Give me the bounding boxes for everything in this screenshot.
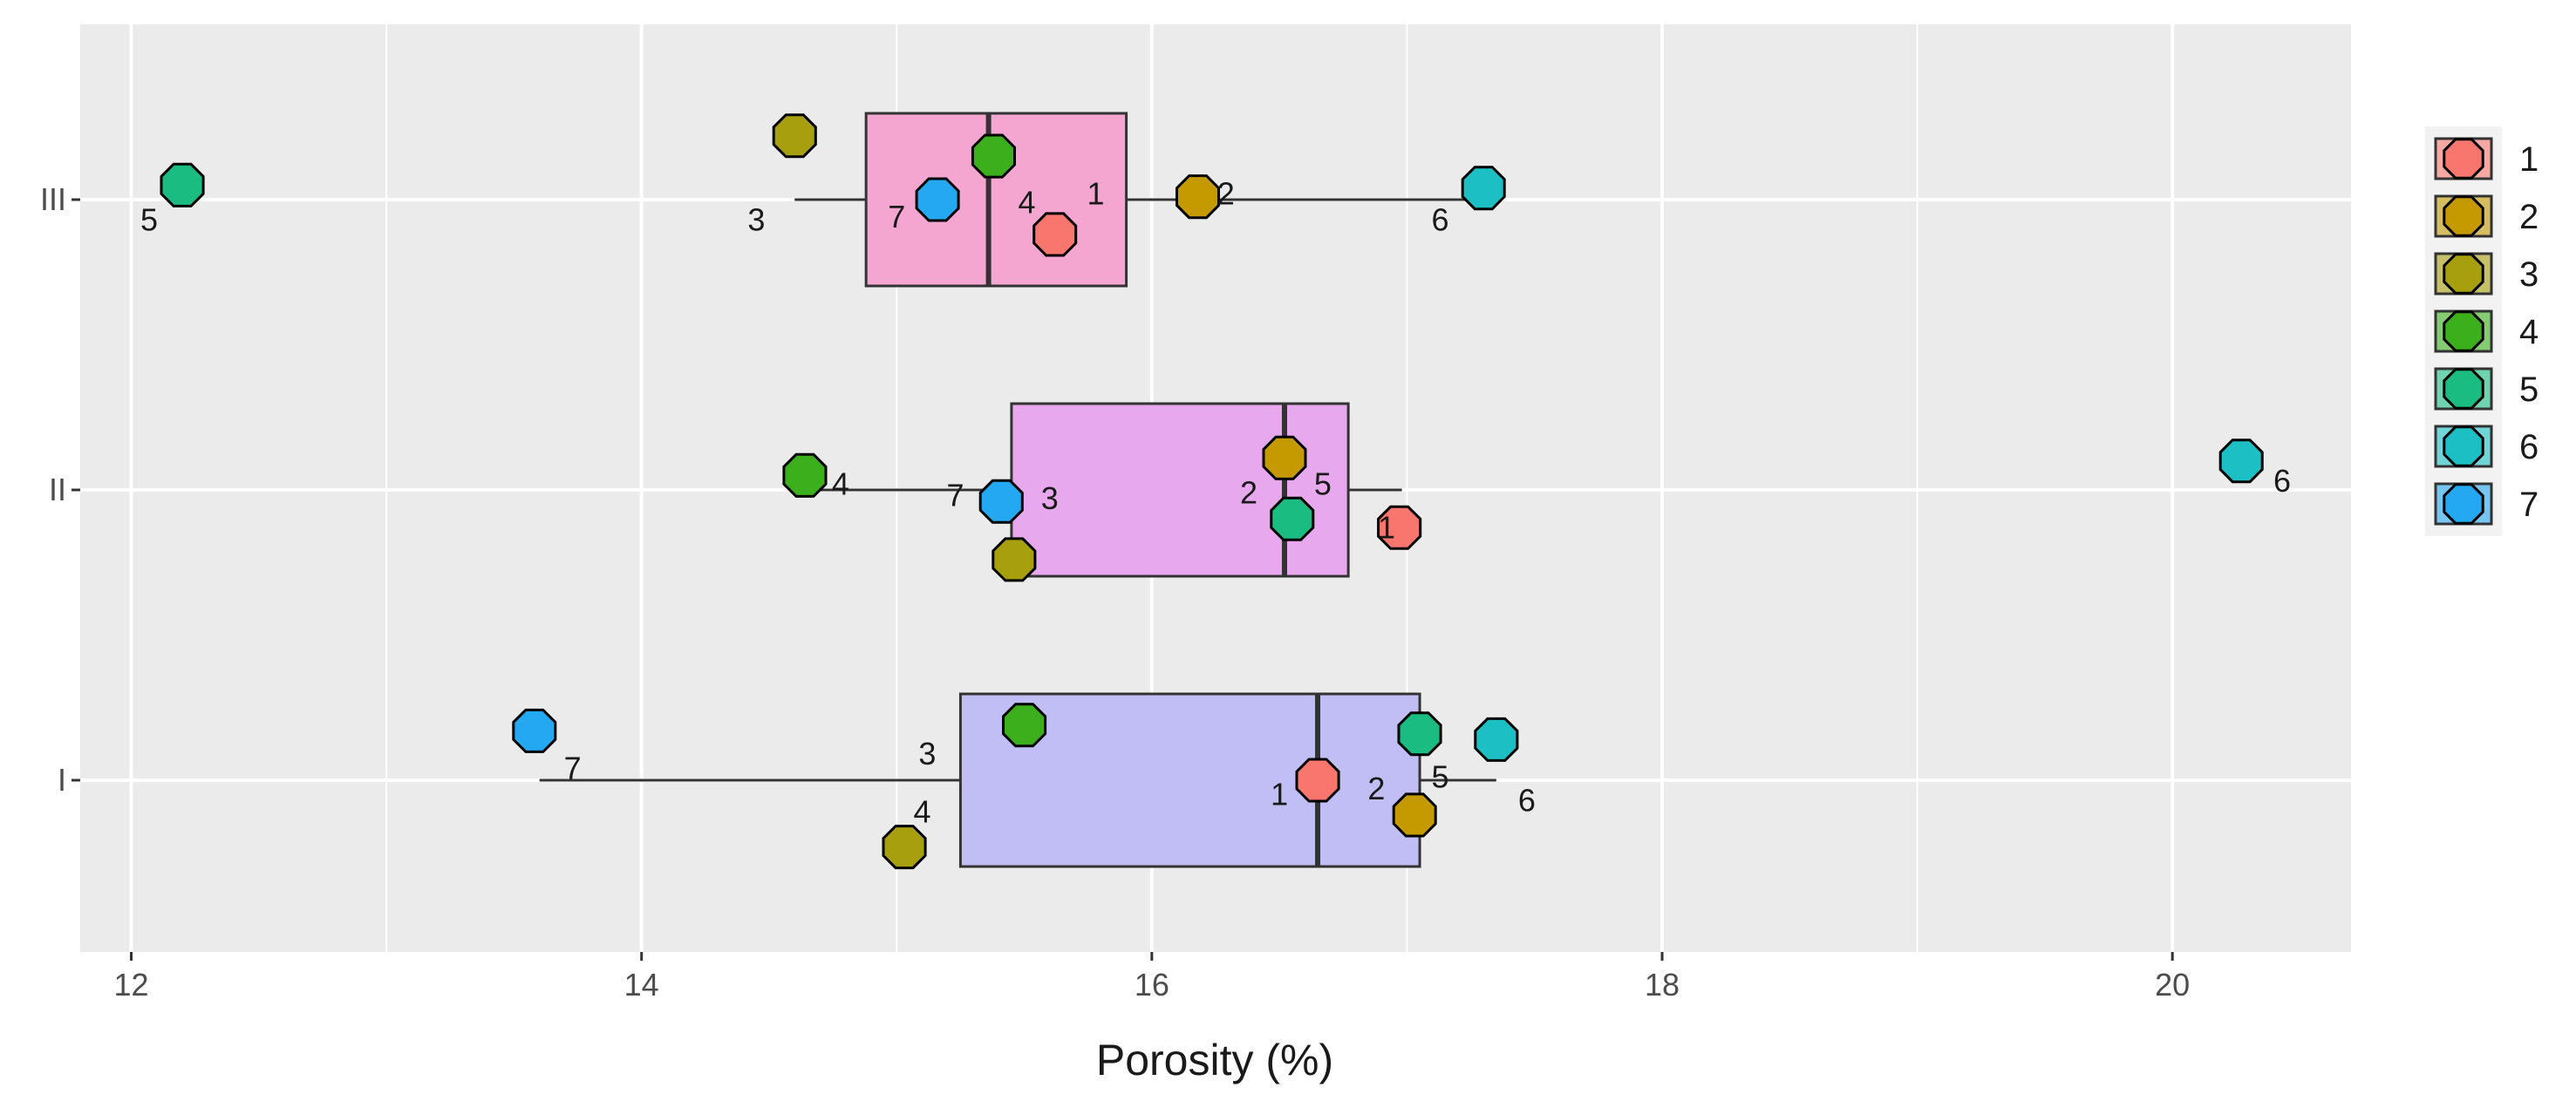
point-label-III-6: 6 bbox=[1431, 201, 1448, 237]
point-group-I-series-7 bbox=[512, 708, 557, 753]
y-tick-label: I bbox=[58, 762, 66, 798]
x-tick-label: 12 bbox=[113, 967, 148, 1003]
point-group-II-series-1 bbox=[1377, 505, 1422, 550]
point-group-III-series-5 bbox=[160, 162, 205, 207]
point-group-III-series-2 bbox=[1176, 174, 1220, 220]
legend: 1 2 3 4 5 6 7 bbox=[2425, 126, 2539, 536]
box-II bbox=[1010, 402, 1350, 578]
x-tick-label: 18 bbox=[1645, 967, 1680, 1003]
point-group-I-series-2 bbox=[1392, 792, 1437, 838]
point-labels-layer: 1 2 3 4 5 6 7 1 2 3 4 5 6 7 1 2 3 4 5 6 7 bbox=[140, 175, 2291, 829]
point-group-I-series-6 bbox=[1474, 717, 1519, 762]
point-label-II-2: 2 bbox=[1240, 474, 1257, 510]
point-label-I-2: 2 bbox=[1367, 771, 1385, 806]
point-label-III-7: 7 bbox=[888, 199, 905, 235]
point-label-II-7: 7 bbox=[947, 478, 964, 513]
point-group-III-series-6 bbox=[1461, 166, 1506, 211]
point-label-III-3: 3 bbox=[747, 201, 765, 237]
x-axis-title: Porosity (%) bbox=[1096, 1036, 1333, 1084]
legend-key-point-1 bbox=[2443, 138, 2484, 180]
point-label-II-6: 6 bbox=[2273, 463, 2291, 499]
point-label-I-7: 7 bbox=[564, 751, 582, 786]
point-label-II-5: 5 bbox=[1314, 466, 1332, 501]
legend-key-point-3 bbox=[2443, 253, 2484, 295]
legend-label-7: 7 bbox=[2519, 486, 2539, 524]
legend-label-1: 1 bbox=[2519, 140, 2539, 179]
legend-key-point-7 bbox=[2443, 483, 2484, 525]
y-tick-label: III bbox=[40, 181, 66, 217]
point-group-I-series-5 bbox=[1397, 711, 1442, 757]
legend-label-2: 2 bbox=[2519, 198, 2539, 236]
point-label-I-5: 5 bbox=[1431, 759, 1448, 795]
x-tick-label: 20 bbox=[2155, 967, 2190, 1003]
point-group-III-series-3 bbox=[772, 113, 817, 159]
point-group-II-series-7 bbox=[978, 479, 1024, 524]
point-label-III-2: 2 bbox=[1217, 175, 1235, 211]
point-group-II-series-5 bbox=[1270, 496, 1315, 541]
legend-label-6: 6 bbox=[2519, 428, 2539, 466]
legend-label-5: 5 bbox=[2519, 370, 2539, 409]
y-tick-label: II bbox=[49, 472, 66, 507]
point-group-I-series-3 bbox=[882, 825, 927, 870]
point-group-III-series-4 bbox=[971, 133, 1016, 179]
legend-key-point-4 bbox=[2443, 310, 2484, 352]
points-layer bbox=[160, 113, 2264, 870]
legend-key-point-2 bbox=[2443, 195, 2484, 237]
point-group-I-series-4 bbox=[1002, 703, 1047, 748]
legend-label-4: 4 bbox=[2519, 313, 2539, 351]
point-label-I-3: 3 bbox=[918, 736, 936, 772]
point-label-II-4: 4 bbox=[832, 466, 849, 501]
x-tick-label: 14 bbox=[624, 967, 659, 1003]
point-group-II-series-4 bbox=[782, 452, 828, 498]
point-label-III-4: 4 bbox=[1018, 184, 1035, 220]
x-axis: 12 14 16 18 20 bbox=[113, 952, 2190, 1003]
point-label-I-1: 1 bbox=[1271, 777, 1288, 812]
point-label-III-1: 1 bbox=[1087, 175, 1104, 211]
point-label-II-3: 3 bbox=[1041, 480, 1059, 516]
boxplot-layer bbox=[539, 112, 1496, 868]
point-label-I-6: 6 bbox=[1518, 782, 1536, 818]
point-group-II-series-6 bbox=[2218, 438, 2264, 484]
x-tick-label: 16 bbox=[1135, 967, 1169, 1003]
point-label-III-5: 5 bbox=[140, 201, 158, 237]
point-group-II-series-2 bbox=[1262, 435, 1307, 480]
point-group-III-series-1 bbox=[1032, 212, 1078, 257]
legend-key-point-5 bbox=[2443, 368, 2484, 410]
point-label-II-1: 1 bbox=[1378, 509, 1395, 545]
point-label-I-4: 4 bbox=[914, 794, 931, 830]
legend-key-point-6 bbox=[2443, 425, 2484, 467]
point-group-I-series-1 bbox=[1295, 758, 1340, 803]
legend-label-3: 3 bbox=[2519, 255, 2539, 294]
point-group-II-series-3 bbox=[992, 537, 1037, 582]
point-group-III-series-7 bbox=[915, 177, 960, 222]
